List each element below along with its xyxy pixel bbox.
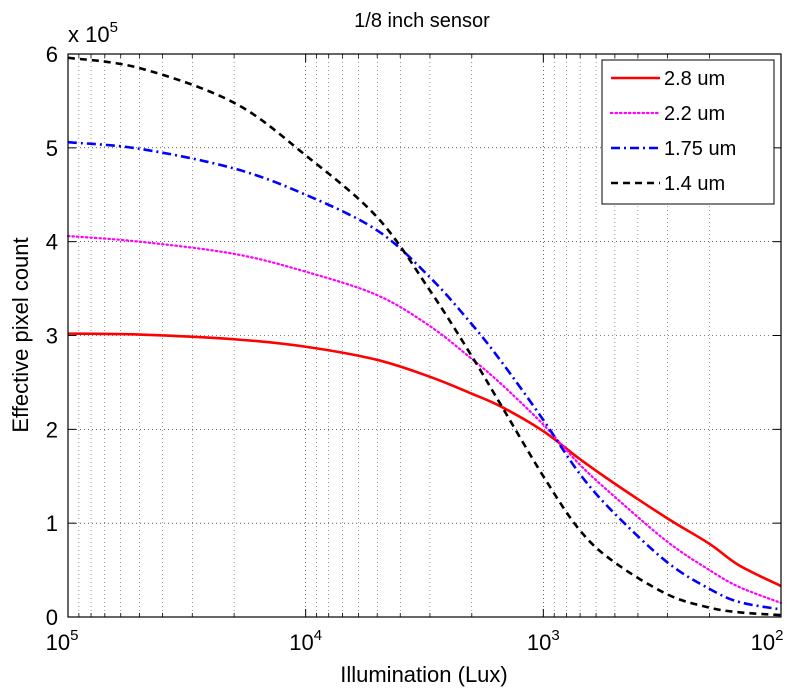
x-tick-label: 105: [46, 627, 79, 655]
series-line-3: [67, 140, 782, 611]
x-tick-label: 102: [751, 627, 784, 655]
y-tick-labels: 0 1 2 3 4 5 6: [46, 42, 58, 630]
legend-label-2: 2.2 um: [664, 103, 725, 125]
series-lines: [66, 56, 783, 617]
y-axis-title: Effective pixel count: [8, 237, 33, 432]
legend: 2.8 um 2.2 um 1.75 um 1.4 um: [601, 59, 775, 205]
series-line-2: [66, 234, 783, 605]
x-tick-base: 10: [289, 630, 313, 655]
grid: [68, 54, 781, 617]
x-axis: 105 104 103 102 Illumination (Lux): [46, 627, 784, 687]
series-line-1: [67, 332, 782, 588]
y-multiplier-base: x 10: [68, 22, 110, 47]
x-tick-base: 10: [527, 630, 551, 655]
x-tick-label: 103: [527, 627, 560, 655]
x-tick-exponent: 2: [775, 627, 783, 644]
y-multiplier-exp: 5: [110, 19, 118, 36]
legend-label-3: 1.75 um: [664, 138, 736, 160]
x-tick-labels: 105 104 103 102: [46, 627, 784, 655]
legend-box: [601, 59, 775, 205]
y-tick-label: 2: [46, 417, 58, 442]
x-tick-base: 10: [751, 630, 775, 655]
y-tick-label: 5: [46, 136, 58, 161]
x-tick-exponent: 4: [314, 627, 322, 644]
x-tick-exponent: 5: [70, 627, 78, 644]
y-tick-label: 0: [46, 605, 58, 630]
legend-label-4: 1.4 um: [664, 173, 725, 195]
y-tick-label: 4: [46, 230, 58, 255]
ticks: [67, 53, 782, 618]
x-axis-title: Illumination (Lux): [340, 662, 508, 687]
legend-label-1: 2.8 um: [664, 68, 725, 90]
chart-title: 1/8 inch sensor: [354, 10, 490, 32]
x-tick-exponent: 3: [551, 627, 559, 644]
y-tick-label: 3: [46, 324, 58, 349]
y-tick-label: 1: [46, 511, 58, 536]
x-tick-base: 10: [46, 630, 70, 655]
y-tick-label: 6: [46, 42, 58, 67]
x-tick-label: 104: [289, 627, 322, 655]
y-multiplier: x 105: [68, 19, 118, 47]
